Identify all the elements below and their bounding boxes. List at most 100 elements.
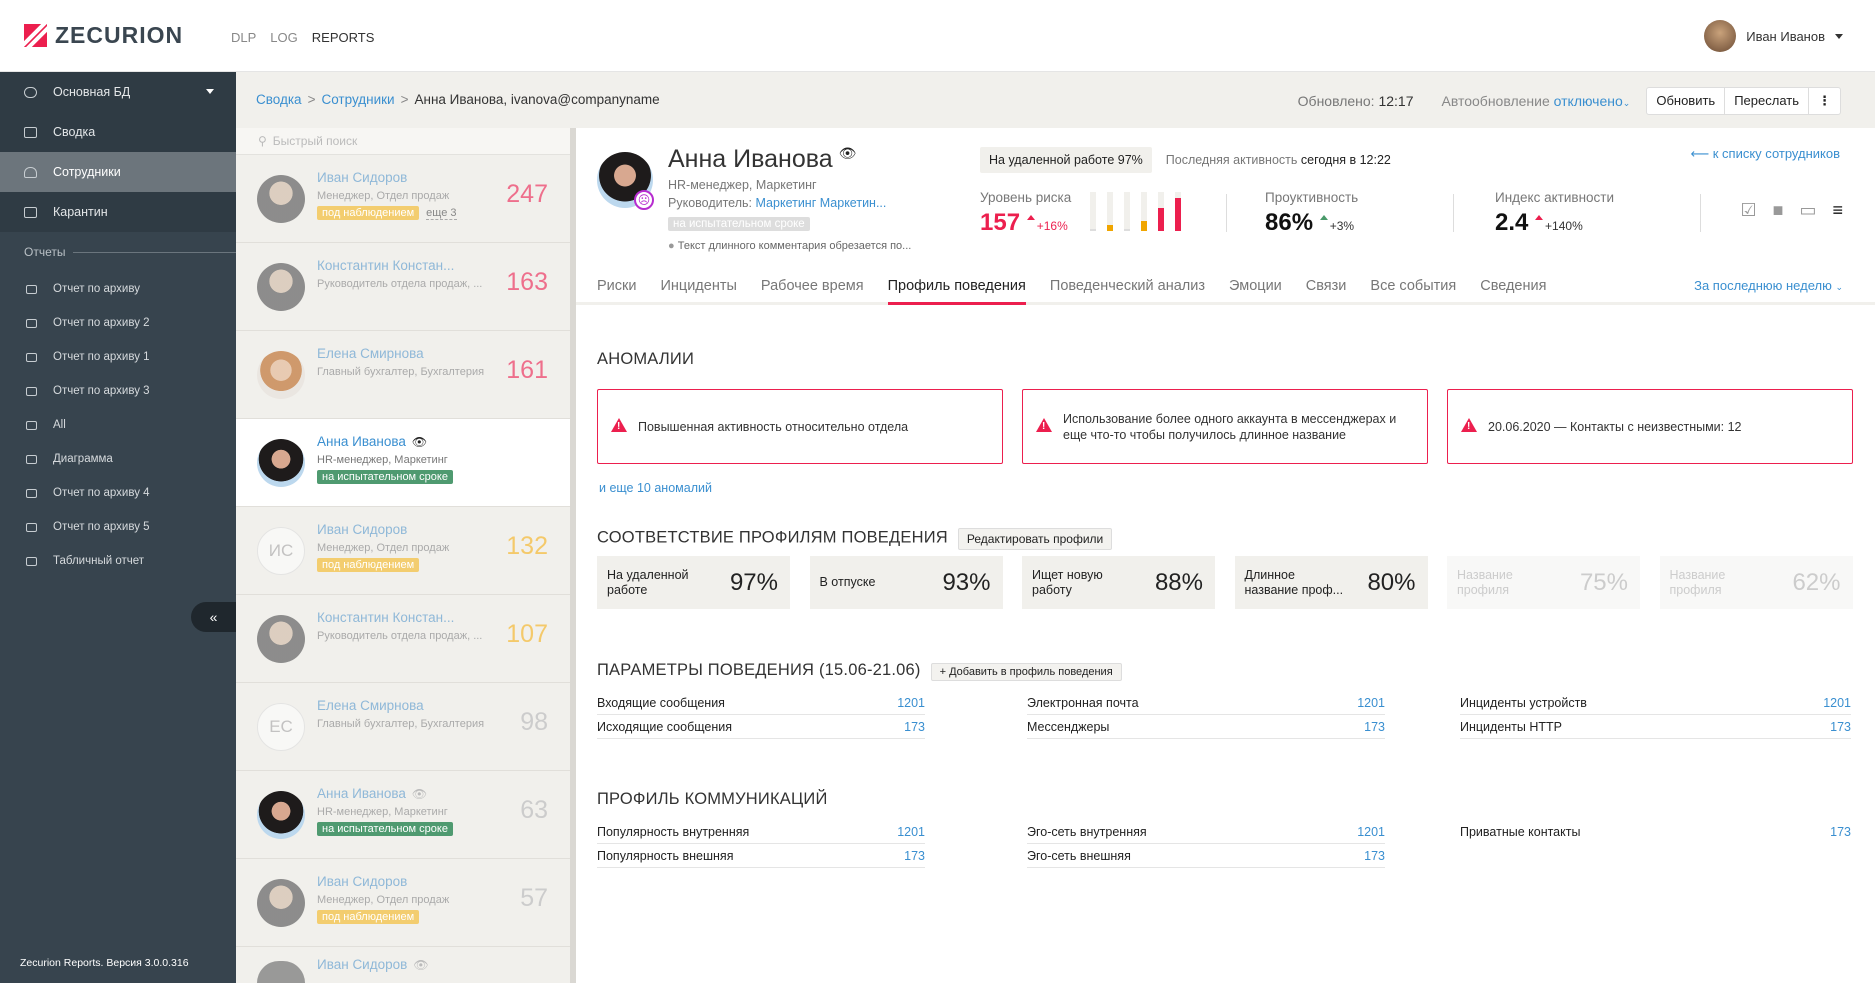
employee-list-item[interactable]: ЕС Елена Смирнова Главный бухгалтер, Бухга… [236, 683, 570, 771]
tab-item[interactable]: Все события [1370, 278, 1457, 294]
breadcrumb-employees[interactable]: Сотрудники [321, 92, 395, 107]
anomaly-card[interactable]: Повышенная активность относительно отдел… [597, 389, 1003, 464]
tab-item[interactable]: Инциденты [660, 278, 737, 294]
updated-label: Обновлено: [1297, 93, 1375, 109]
param-value-link[interactable]: 1201 [1357, 824, 1385, 839]
employee-list-item[interactable]: Константин Констан... Руководитель отдела… [236, 595, 570, 683]
profile-tabs: Риски Инциденты Рабочее время Профиль повед… [576, 278, 1875, 305]
divider [1453, 194, 1454, 232]
nav-dlp[interactable]: DLP [231, 30, 257, 45]
profile-match-card[interactable]: В отпуске 93% [809, 556, 1003, 609]
tab-item[interactable]: Профиль поведения [887, 278, 1026, 305]
param-value-link[interactable]: 173 [1364, 848, 1385, 863]
risk-delta: +16% [1036, 219, 1068, 233]
sidebar-report-item[interactable]: Отчет по архиву [0, 272, 236, 306]
tab-item[interactable]: Рабочее время [760, 278, 864, 294]
profile-comment[interactable]: ● Текст длинного комментария обрезается … [668, 240, 911, 252]
tab-item[interactable]: Риски [597, 278, 637, 294]
tab-item[interactable]: Эмоции [1228, 278, 1282, 294]
sidebar-item-employees[interactable]: Сотрудники [0, 152, 236, 192]
playlist-add-icon[interactable]: ≡ [1832, 200, 1843, 220]
sidebar-report-item[interactable]: Отчет по архиву 3 [0, 374, 236, 408]
employee-list-item[interactable]: Анна Иванова 👁 HR-менеджер, Маркетинг на ис… [236, 771, 570, 859]
employee-name-row: Иван Сидоров 👁 [317, 957, 429, 972]
nav-reports[interactable]: REPORTS [311, 30, 375, 45]
sidebar-report-item[interactable]: Отчет по архиву 5 [0, 510, 236, 544]
tab-list: Риски Инциденты Рабочее время Профиль повед… [597, 278, 1875, 305]
collapse-sidebar-button[interactable]: « [191, 602, 236, 632]
monitor-icon[interactable]: ▭ [1799, 200, 1817, 220]
sidebar-item-quarantine[interactable]: Карантин [0, 192, 236, 232]
auto-refresh-dropdown[interactable]: отключено [1553, 93, 1623, 109]
tab-item[interactable]: Поведенческий анализ [1049, 278, 1205, 294]
profile-match-card[interactable]: Ищет новую работу 88% [1022, 556, 1215, 609]
avatar [257, 879, 305, 927]
employee-list-item[interactable]: Анна Иванова 👁 HR-менеджер, Маркетинг на ис… [236, 419, 570, 507]
sidebar-report-item[interactable]: Отчет по архиву 1 [0, 340, 236, 374]
employee-list-item[interactable]: Иван Сидоров Менеджер, Отдел продаж под на… [236, 155, 570, 243]
logo-mark-icon [24, 24, 47, 47]
param-value-link[interactable]: 1201 [1357, 695, 1385, 710]
param-value-link[interactable]: 1201 [1823, 695, 1851, 710]
employee-list-item[interactable]: Иван Сидоров 👁 [236, 947, 570, 983]
forward-button[interactable]: Переслать [1725, 88, 1809, 114]
param-value-link[interactable]: 173 [1364, 719, 1385, 734]
db-selector[interactable]: Основная БД [0, 72, 236, 112]
back-to-list-link[interactable]: ⟵ к списку сотрудников [1690, 146, 1840, 162]
refresh-button[interactable]: Обновить [1647, 88, 1726, 114]
sidebar-report-item[interactable]: All [0, 408, 236, 442]
logo[interactable]: ZECURION [24, 22, 183, 49]
avatar: ИС [257, 527, 305, 575]
manager-link[interactable]: Маркетинг Маркетин... [755, 196, 887, 210]
tab-item[interactable]: Сведения [1480, 278, 1547, 294]
param-value-link[interactable]: 1201 [897, 824, 925, 839]
sidebar-report-item[interactable]: Отчет по архиву 4 [0, 476, 236, 510]
employee-list-item[interactable]: Елена Смирнова Главный бухгалтер, Бухгалт… [236, 331, 570, 419]
add-to-profile-button[interactable]: + Добавить в профиль поведения [930, 662, 1122, 681]
employee-position: HR-менеджер, Маркетинг [317, 806, 448, 818]
more-tags-link[interactable]: еще 3 [426, 206, 457, 220]
breadcrumb-current: Анна Иванова, ivanova@companyname [414, 92, 660, 107]
profile-match-card[interactable]: На удаленной работе 97% [597, 556, 790, 609]
search-input[interactable]: ⚲ Быстрый поиск [236, 128, 570, 155]
employee-list-item[interactable]: Константин Констан... Руководитель отдела… [236, 243, 570, 331]
comm-title: ПРОФИЛЬ КОММУНИКАЦИЙ [597, 790, 828, 808]
params-title: ПАРАМЕТРЫ ПОВЕДЕНИЯ (15.06-21.06) [597, 661, 921, 679]
param-value-link[interactable]: 173 [1830, 825, 1851, 839]
more-anomalies-link[interactable]: и еще 10 аномалий [599, 481, 712, 495]
edit-profiles-button[interactable]: Редактировать профили [957, 528, 1113, 550]
report-label: Отчет по архиву 3 [53, 385, 150, 397]
profile-match-card[interactable]: Название профиля 75% [1447, 556, 1640, 609]
anomalies-title: АНОМАЛИИ [597, 350, 695, 368]
param-value-link[interactable]: 173 [904, 719, 925, 734]
chevron-down-icon: ⌄ [1835, 282, 1843, 292]
sidebar-report-item[interactable]: Диаграмма [0, 442, 236, 476]
risk-score: 107 [506, 620, 548, 648]
profiles-title: СООТВЕТСТВИЕ ПРОФИЛЯМ ПОВЕДЕНИЯ [597, 528, 948, 547]
profile-match-card[interactable]: Длинное название проф... 80% [1234, 556, 1428, 609]
breadcrumb: Сводка > Сотрудники > Анна Иванова, ivanova@… [256, 92, 660, 107]
sidebar-report-item[interactable]: Отчет по архиву 2 [0, 306, 236, 340]
breadcrumb-summary[interactable]: Сводка [256, 92, 302, 107]
employee-tags: под наблюдением [317, 910, 420, 924]
param-value-link[interactable]: 1201 [897, 695, 925, 710]
more-menu-button[interactable]: ⋮ [1818, 93, 1831, 108]
employee-list-item[interactable]: Иван Сидоров Менеджер, Отдел продаж под на… [236, 859, 570, 947]
risk-score: 98 [520, 708, 548, 736]
anomaly-card[interactable]: 20.06.2020 — Контакты с неизвестными: 12 [1447, 389, 1853, 464]
user-menu[interactable]: Иван Иванов [1704, 20, 1843, 52]
sidebar-item-summary[interactable]: Сводка [0, 112, 236, 152]
param-value-link[interactable]: 173 [1830, 719, 1851, 734]
nav-log[interactable]: LOG [270, 30, 298, 45]
employee-list-item[interactable]: ИС Иван Сидоров Менеджер, Отдел продаж под … [236, 507, 570, 595]
checkbox-icon[interactable]: ☑ [1740, 200, 1757, 220]
sidebar-report-item[interactable]: Табличный отчет [0, 544, 236, 578]
anomaly-card[interactable]: Использование более одного аккаунта в ме… [1022, 389, 1428, 464]
risk-bar-fill [1141, 221, 1147, 231]
video-camera-icon[interactable]: ■ [1772, 200, 1784, 220]
tab-item[interactable]: Связи [1305, 278, 1347, 294]
param-value-link[interactable]: 173 [904, 848, 925, 863]
period-dropdown[interactable]: За последнюю неделю ⌄ [1694, 278, 1843, 293]
anomaly-text: Повышенная активность относительно отдел… [638, 419, 909, 434]
profile-match-card[interactable]: Название профиля 62% [1659, 556, 1853, 609]
